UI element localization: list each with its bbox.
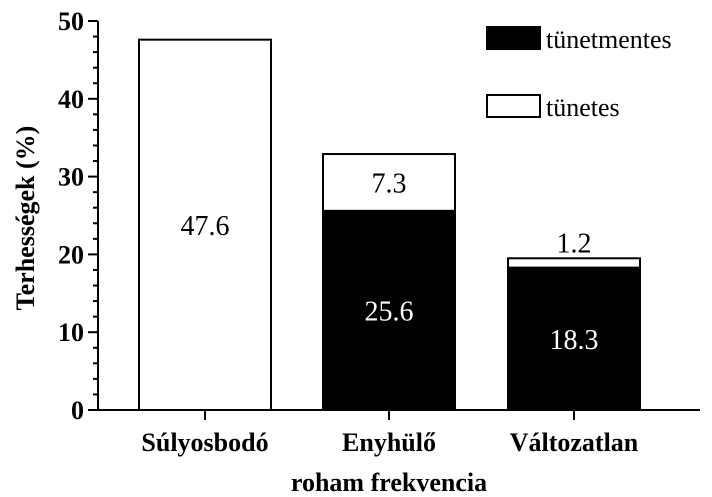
- data-label: 47.6: [181, 211, 230, 242]
- axes: 0 10 20 30 40 50 Súlyosbodó Enyhülő Változatlan: [58, 7, 700, 457]
- legend-label: tünetmentes: [546, 25, 672, 54]
- data-label: 18.3: [550, 325, 599, 356]
- y-tick-label: 0: [71, 396, 84, 425]
- legend-swatch: [486, 94, 541, 118]
- y-tick-label: 10: [58, 318, 84, 347]
- legend-swatch: [486, 26, 541, 50]
- bar-segment: [322, 209, 456, 411]
- y-tick-label: 50: [58, 7, 84, 36]
- x-tick-label: Változatlan: [510, 428, 639, 457]
- x-tick-label: Súlyosbodó: [141, 428, 268, 457]
- bar-segment: [322, 153, 456, 212]
- y-tick-label: 20: [58, 240, 84, 269]
- data-label: 7.3: [372, 168, 407, 199]
- x-axis-title: roham frekvencia: [291, 468, 487, 497]
- legend-label: tünetes: [546, 93, 620, 122]
- bar-segment: [507, 257, 641, 269]
- data-label: 1.2: [557, 228, 592, 259]
- bar-segment: [507, 266, 641, 411]
- bars: [138, 38, 641, 412]
- data-label: 25.6: [365, 296, 414, 327]
- x-tick-label: Enyhülő: [342, 428, 436, 457]
- y-axis-title: Terhességek (%): [11, 126, 40, 311]
- y-tick-label: 40: [58, 85, 84, 114]
- legend: tünetmentes tünetes: [486, 25, 672, 122]
- bar-segment: [138, 38, 272, 412]
- data-labels: 47.6 25.6 7.3 18.3 1.2: [181, 168, 599, 355]
- y-tick-label: 30: [58, 163, 84, 192]
